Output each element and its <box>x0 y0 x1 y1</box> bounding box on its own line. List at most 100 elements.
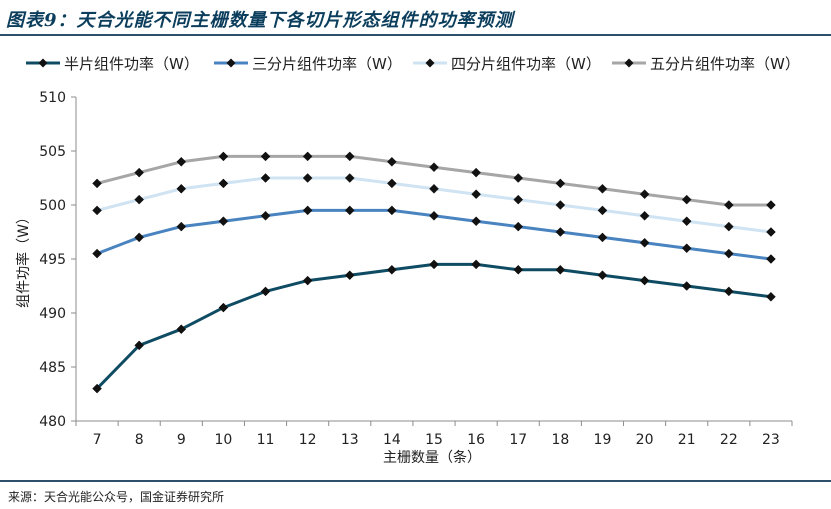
x-tick-label: 8 <box>135 432 144 448</box>
series-line <box>95 262 772 390</box>
data-point-marker <box>134 340 145 351</box>
x-tick-label: 17 <box>509 432 527 448</box>
data-point-marker <box>639 237 650 248</box>
data-point-marker <box>471 259 481 270</box>
data-point-marker <box>176 156 187 167</box>
data-point-marker <box>218 216 229 227</box>
data-point-marker <box>176 221 187 232</box>
data-point-marker <box>92 178 102 189</box>
legend-item-4: 五分片组件功率（W） <box>612 55 800 73</box>
data-point-marker <box>92 383 102 394</box>
data-point-marker <box>597 205 608 216</box>
data-point-marker <box>723 248 734 259</box>
data-point-marker <box>681 194 692 205</box>
x-tick-label: 7 <box>93 432 102 448</box>
x-tick-label: 15 <box>425 432 443 448</box>
data-point-marker <box>513 194 524 205</box>
x-tick-label: 19 <box>594 432 612 448</box>
title-divider <box>0 34 831 36</box>
data-point-marker <box>555 200 566 210</box>
data-point-marker <box>429 183 439 194</box>
x-tick-label: 9 <box>177 432 186 448</box>
data-point-marker <box>92 205 102 216</box>
data-point-marker <box>260 286 271 297</box>
legend-marker <box>624 58 634 68</box>
axes: 480 485 490 495 500 505 510 7 8 9 10 11 12 13 14 15 16 17… <box>39 90 793 448</box>
data-point-marker <box>134 167 145 178</box>
data-point-marker <box>639 275 650 286</box>
y-axis-title: 组件功率（W） <box>15 210 32 308</box>
title-bar: 图表9：天合光能不同主栅数量下各切片形态组件的功率预测 <box>0 0 831 36</box>
y-tick-label: 500 <box>39 198 66 214</box>
data-point-marker <box>176 324 187 335</box>
data-point-marker <box>387 178 397 189</box>
series-3 <box>92 173 776 237</box>
x-tick-label: 13 <box>341 432 359 448</box>
data-point-marker <box>555 178 566 189</box>
y-tick-label: 480 <box>39 414 66 430</box>
data-point-marker <box>260 151 271 162</box>
legend-item-1: 半片组件功率（W） <box>26 55 199 73</box>
data-point-marker <box>766 291 776 302</box>
x-tick-label: 12 <box>299 432 317 448</box>
data-point-marker <box>639 189 650 200</box>
data-point-marker <box>429 210 439 221</box>
x-axis-title: 主栅数量（条） <box>383 449 481 466</box>
data-point-marker <box>387 264 397 275</box>
chart-title: 图表9：天合光能不同主栅数量下各切片形态组件的功率预测 <box>6 10 514 31</box>
legend-label: 三分片组件功率（W） <box>252 55 402 73</box>
legend-marker <box>38 58 48 68</box>
data-point-marker <box>344 205 355 216</box>
data-point-marker <box>723 286 734 297</box>
data-point-marker <box>134 232 145 243</box>
legend-item-3: 四分片组件功率（W） <box>413 55 601 73</box>
y-tick-label: 490 <box>39 306 66 322</box>
footer-divider <box>0 480 831 482</box>
data-point-marker <box>429 259 439 270</box>
data-point-marker <box>260 210 271 221</box>
data-point-marker <box>302 205 313 216</box>
x-tick-label: 16 <box>467 432 485 448</box>
data-point-marker <box>766 254 776 264</box>
legend-label: 四分片组件功率（W） <box>451 55 601 73</box>
data-point-marker <box>344 151 355 162</box>
data-point-marker <box>597 183 608 194</box>
x-tick-label: 11 <box>257 432 275 448</box>
data-point-marker <box>639 210 650 221</box>
y-tick-label: 495 <box>39 252 66 268</box>
data-point-marker <box>723 200 734 210</box>
data-point-marker <box>471 189 481 200</box>
data-point-marker <box>681 281 692 291</box>
x-tick-label: 23 <box>762 432 780 448</box>
data-point-marker <box>766 200 776 210</box>
legend-label: 半片组件功率（W） <box>64 55 199 73</box>
line-chart: 半片组件功率（W） 三分片组件功率（W） 四分片组件功率（W） 五分片组件功率（W） … <box>15 55 800 466</box>
y-tick-label: 510 <box>39 90 66 106</box>
series-2 <box>92 205 776 264</box>
y-tick-label: 505 <box>39 144 66 160</box>
legend: 半片组件功率（W） 三分片组件功率（W） 四分片组件功率（W） 五分片组件功率（W） <box>26 55 800 73</box>
data-point-marker <box>218 178 229 189</box>
series-4 <box>92 151 776 210</box>
data-point-marker <box>513 173 524 183</box>
data-point-marker <box>176 183 187 194</box>
data-point-marker <box>513 264 524 275</box>
x-tick-label: 18 <box>551 432 569 448</box>
data-point-marker <box>597 270 608 281</box>
data-point-marker <box>302 275 313 286</box>
x-tick-label: 20 <box>636 432 654 448</box>
data-point-marker <box>218 151 229 162</box>
data-point-marker <box>471 167 481 178</box>
data-point-marker <box>681 216 692 227</box>
series-1 <box>92 259 776 394</box>
data-point-marker <box>555 264 566 275</box>
x-tick-label: 14 <box>383 432 401 448</box>
y-tick-label: 485 <box>39 360 66 376</box>
data-point-marker <box>218 302 229 313</box>
data-point-marker <box>302 151 313 162</box>
x-tick-label: 21 <box>678 432 696 448</box>
data-point-marker <box>681 243 692 254</box>
data-point-marker <box>387 205 397 216</box>
data-point-marker <box>471 216 481 227</box>
x-tick-label: 22 <box>720 432 738 448</box>
